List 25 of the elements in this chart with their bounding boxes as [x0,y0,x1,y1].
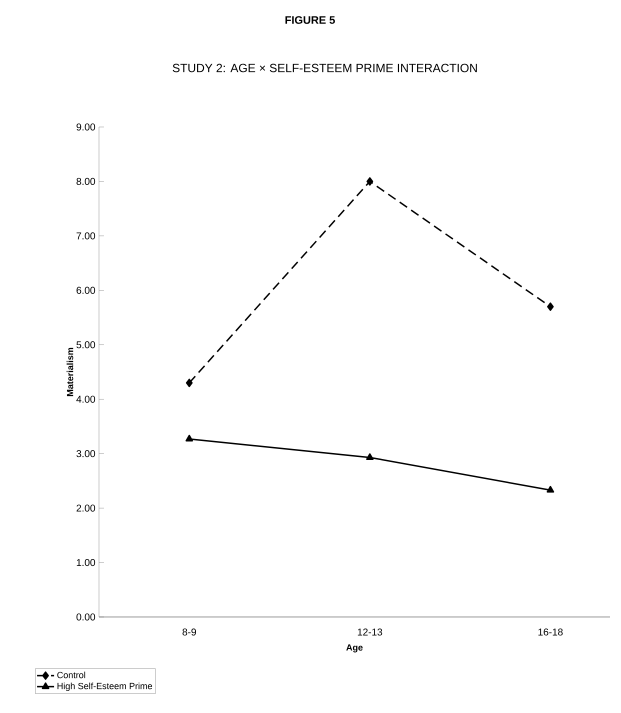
y-tick-label: 9.00 [76,123,96,131]
y-tick-label: 8.00 [76,178,96,185]
point [366,453,374,460]
y-tick-label: 0.00 [76,613,96,621]
x-axis-title: Age [346,644,363,652]
y-tick-label: 7.00 [76,232,96,240]
y-tick-label: 6.00 [76,286,96,294]
x-tick-label: 16-18 [538,628,563,636]
point [186,378,193,388]
point [546,486,554,493]
y-tick-label: 1.00 [76,559,96,566]
legend-label: High Self-Esteem Prime [58,682,152,691]
y-tick-label: 2.00 [76,504,96,512]
point [366,177,374,186]
y-tick-label: 3.00 [76,450,96,458]
x-tick-label: 8-9 [182,628,196,636]
point [186,434,194,442]
y-axis-title: Materialism [66,348,74,396]
chart-title: FIGURE 5 [285,16,335,24]
legend-label: Control [57,672,86,678]
y-tick-label: 4.00 [76,396,96,403]
point [547,302,554,311]
x-tick-label: 12-13 [358,628,382,636]
y-tick-label: 5.00 [76,341,96,348]
chart-subtitle: STUDY 2: AGE × SELF-ESTEEM PRIME INTERACTION [172,64,477,72]
